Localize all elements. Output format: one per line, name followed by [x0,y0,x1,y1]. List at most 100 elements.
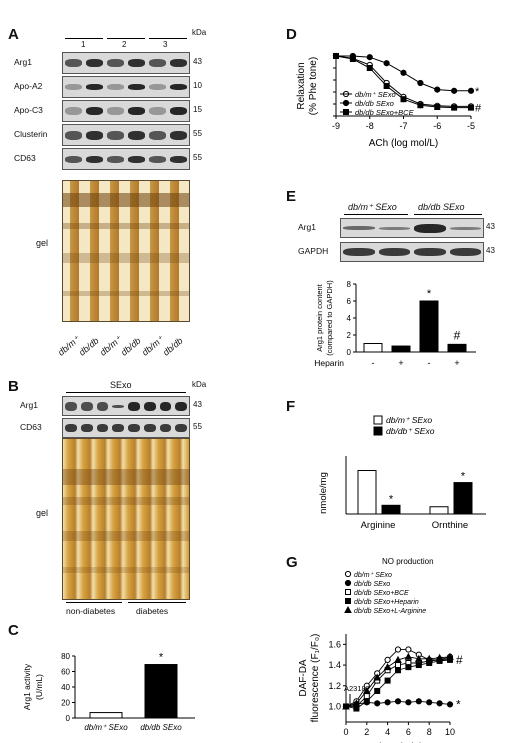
point-1-8 [426,699,433,706]
bar-1 [144,664,178,719]
x-label: ACh (log mol/L) [369,138,438,149]
x-tick-label: 0 [343,727,348,737]
point-3-6 [405,664,412,671]
point-4-1 [352,699,361,707]
y-tick-label: 1.0 [328,701,341,711]
x-tick-label: -9 [332,121,340,131]
panel-a-band [86,84,103,90]
kda-label-b: kDa [192,380,207,389]
bar-1-0 [429,506,449,515]
point-1-7 [415,698,422,705]
panel-e-band [414,223,446,233]
panel-b-band [175,424,187,432]
panel-b-group-nondiabetes: non-diabetes [66,606,116,616]
legend-label-2: db/db SExo+BCE [355,108,415,117]
panel-a-band [86,59,103,67]
heparin-sign-3: + [454,358,459,368]
panel-b-band [143,401,156,411]
panel-e-blot-0 [340,218,484,238]
panel-a-band [65,84,82,90]
y-label-2: fluorescence (F₁/F₀) [310,634,321,723]
panel-b-blot-1 [62,418,190,438]
y-tick-label: 20 [61,699,70,708]
annotation-1: * [461,471,466,483]
y-tick-label: 0 [347,348,352,357]
point-2-2 [363,693,370,700]
bar-0 [363,343,383,353]
point-2-5 [395,662,401,669]
panel-label-e: E [286,188,297,205]
legend-label-1: db/db SExo [354,581,390,588]
point-3-4 [384,677,391,684]
panel-a-band [170,84,187,90]
panel-e-group-line-1 [344,214,408,215]
panel-a-lane-label-0: db/m⁺ [56,334,82,358]
lane-number-2: 2 [122,40,127,49]
y-label-1: Relaxation [296,62,307,109]
panel-a-kda-3: 55 [193,129,202,138]
y-tick-label: 1.6 [328,639,341,649]
point-3-2 [363,698,370,705]
panel-a-blot-4 [62,148,190,170]
point-1-5 [394,698,402,705]
panel-label-g: G [286,554,298,571]
panel-a-band [170,155,187,163]
point-4-4 [383,663,392,671]
point-2-3 [383,83,390,89]
panel-a-row-label-3: Clusterin [14,129,48,139]
panel-b-group-diabetes: diabetes [136,606,169,616]
panel-a-band [107,130,124,140]
panel-b-gel-label: gel [36,508,49,518]
heparin-label: Heparin [314,358,344,368]
panel-b-band [96,424,109,432]
panel-b-band [65,424,77,432]
lane-group-3 [149,38,187,39]
point-4-5 [394,655,402,663]
panel-b-blot-0 [62,396,190,416]
legend-label-1: db/db⁺ SExo [386,426,435,436]
y-tick-label: 60 [61,668,70,677]
panel-e-kda-1: 43 [486,246,495,255]
point-4-10 [446,652,454,660]
point-2-8 [468,104,474,111]
panel-b-band [112,424,124,432]
bar-1 [391,345,411,353]
annotation-2: # [475,103,482,115]
panel-e-band [414,248,446,256]
point-3-1 [353,705,360,712]
y-tick-label: 4 [347,314,352,323]
lane-number-1: 1 [81,40,86,49]
panel-a-band [65,59,82,67]
y-label-1: DAF-DA [298,659,309,697]
panel-a-band [86,130,103,140]
annotation-1: * [475,86,480,98]
point-1-6 [434,86,441,93]
legend-label-0: db/m⁺ SExo [386,415,432,425]
x-tick-label: -6 [433,121,441,131]
panel-e-row-label-0: Arg1 [298,222,316,232]
panel-b-group-line-1 [66,602,122,603]
bar-0 [89,712,123,719]
panel-a-kda-0: 43 [193,57,202,66]
panel-b-gel [62,438,190,600]
point-4-6 [404,652,413,660]
y-tick-label: 1.4 [328,660,341,670]
x-tick-label: 8 [427,727,432,737]
panel-b-band [65,401,77,411]
annotation-star: * [159,652,164,664]
panel-a-row-label-1: Apo-A2 [14,81,43,91]
point-1-4 [384,699,391,706]
panel-a-band [128,84,145,90]
panel-a-gel [62,180,190,322]
point-2-5 [417,102,424,109]
legend-marker-4 [344,605,352,613]
x-tick-label: 6 [406,727,411,737]
panel-a-kda-1: 10 [193,81,202,90]
panel-a-blot-0 [62,52,190,74]
point-3-5 [395,667,401,674]
panel-a-band [86,107,103,115]
category-label-1: db/db SExo [140,723,182,732]
bar-0-1 [381,504,401,515]
panel-a-band [65,107,82,115]
panel-b-band [128,401,140,411]
